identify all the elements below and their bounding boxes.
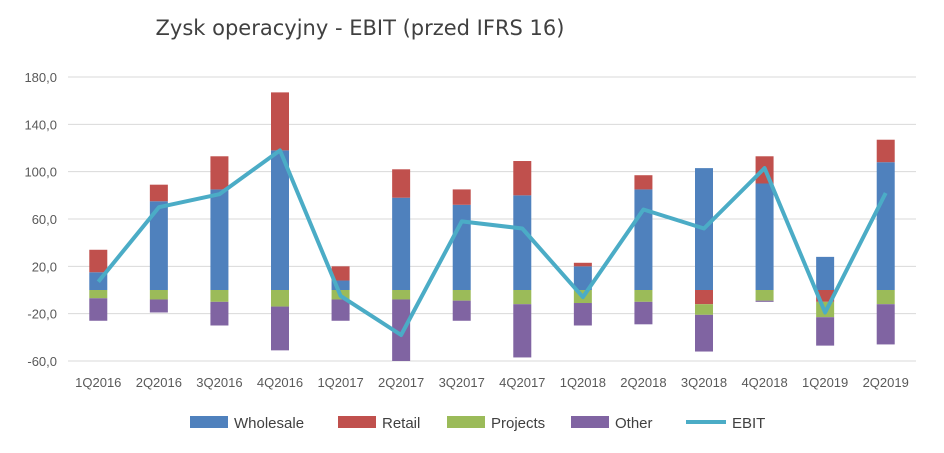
bar-projects bbox=[634, 290, 653, 302]
bar-retail bbox=[210, 156, 229, 190]
y-tick-label: 60,0 bbox=[32, 212, 57, 227]
chart-title: Zysk operacyjny - EBIT (przed IFRS 16) bbox=[155, 16, 565, 40]
bar-projects bbox=[755, 290, 774, 301]
bar-other bbox=[513, 304, 532, 358]
bar-wholesale bbox=[271, 150, 289, 290]
bar-retail bbox=[392, 169, 411, 198]
y-tick-label: -20,0 bbox=[27, 307, 57, 322]
legend-swatch-retail bbox=[338, 416, 376, 428]
x-tick-label: 4Q2017 bbox=[499, 375, 545, 390]
x-tick-label: 3Q2016 bbox=[196, 375, 242, 390]
bar-retail bbox=[89, 249, 108, 273]
bar-projects bbox=[876, 290, 895, 305]
bar-wholesale bbox=[513, 195, 532, 290]
bar-wholesale bbox=[452, 204, 471, 290]
bar-wholesale bbox=[876, 162, 895, 290]
bar-projects bbox=[513, 290, 532, 305]
bar-retail bbox=[634, 175, 653, 190]
y-tick-label: -60,0 bbox=[27, 354, 57, 369]
bar-projects bbox=[89, 290, 108, 299]
x-tick-label: 2Q2018 bbox=[620, 375, 666, 390]
x-tick-label: 4Q2018 bbox=[741, 375, 787, 390]
line-ebit bbox=[96, 148, 888, 337]
legend-label: EBIT bbox=[732, 415, 765, 432]
bar-wholesale bbox=[210, 189, 229, 290]
x-tick-label: 4Q2016 bbox=[257, 375, 303, 390]
bar-wholesale bbox=[149, 201, 168, 290]
y-tick-label: 20,0 bbox=[32, 259, 57, 274]
bar-other bbox=[816, 317, 835, 346]
bar-other bbox=[149, 299, 168, 313]
bar-wholesale bbox=[755, 183, 774, 290]
legend-label: Retail bbox=[382, 415, 420, 432]
bar-wholesale bbox=[331, 280, 350, 290]
x-tick-label: 1Q2016 bbox=[75, 375, 121, 390]
x-tick-label: 1Q2018 bbox=[560, 375, 606, 390]
bar-projects bbox=[392, 290, 411, 300]
bar-projects bbox=[452, 290, 471, 301]
bar-other bbox=[452, 300, 471, 321]
x-tick-label: 1Q2019 bbox=[802, 375, 848, 390]
legend-swatch-wholesale bbox=[190, 416, 228, 428]
legend-label: Wholesale bbox=[234, 415, 304, 432]
bar-other bbox=[271, 306, 289, 351]
bar-projects bbox=[210, 290, 229, 302]
bar-other bbox=[755, 300, 774, 302]
bar-projects bbox=[695, 304, 713, 315]
bar-wholesale bbox=[634, 189, 653, 290]
y-tick-label: 100,0 bbox=[24, 165, 57, 180]
bar-projects bbox=[149, 290, 168, 300]
bar-other bbox=[573, 303, 592, 326]
bar-other bbox=[876, 304, 895, 345]
x-tick-label: 2Q2019 bbox=[863, 375, 909, 390]
x-tick-label: 2Q2017 bbox=[378, 375, 424, 390]
x-tick-label: 2Q2016 bbox=[136, 375, 182, 390]
x-tick-label: 3Q2018 bbox=[681, 375, 727, 390]
legend-swatch-projects bbox=[447, 416, 485, 428]
bar-wholesale bbox=[816, 256, 835, 290]
bar-retail bbox=[876, 139, 895, 163]
bar-other bbox=[695, 314, 713, 352]
x-tick-label: 1Q2017 bbox=[317, 375, 363, 390]
bar-retail bbox=[149, 184, 168, 202]
bar-other bbox=[331, 299, 350, 321]
bar-retail bbox=[695, 290, 713, 305]
bar-retail bbox=[331, 266, 350, 281]
x-tick-label: 3Q2017 bbox=[439, 375, 485, 390]
bar-wholesale bbox=[573, 266, 592, 290]
legend-swatch-other bbox=[571, 416, 609, 428]
legend-label: Other bbox=[615, 415, 653, 432]
bar-retail bbox=[816, 290, 835, 302]
bar-retail bbox=[573, 262, 592, 267]
bar-other bbox=[634, 301, 653, 325]
bar-wholesale bbox=[392, 197, 411, 290]
bar-other bbox=[392, 299, 411, 361]
bar-retail bbox=[513, 161, 532, 196]
y-tick-label: 140,0 bbox=[24, 117, 57, 132]
bar-retail bbox=[452, 189, 471, 205]
y-tick-label: 180,0 bbox=[24, 70, 57, 85]
legend-label: Projects bbox=[491, 415, 545, 432]
bar-retail bbox=[271, 92, 289, 151]
bar-projects bbox=[271, 290, 289, 307]
bar-other bbox=[89, 298, 108, 321]
bar-other bbox=[210, 301, 229, 326]
